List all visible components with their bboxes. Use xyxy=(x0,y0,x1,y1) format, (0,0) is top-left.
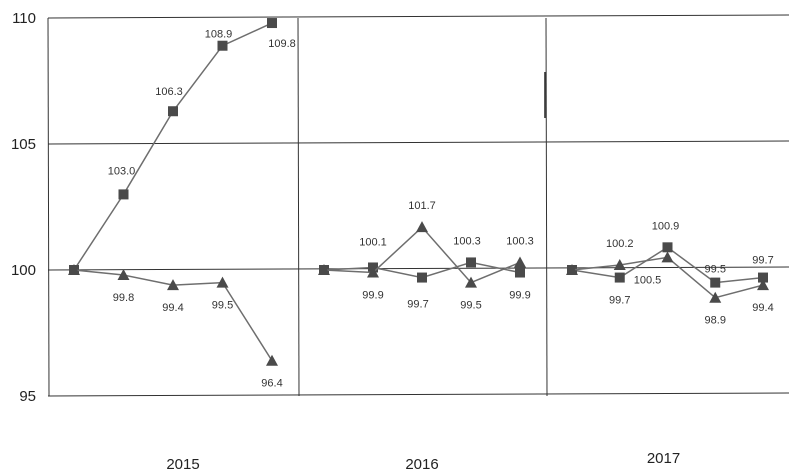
data-label: 103.0 xyxy=(108,165,136,177)
triangle-marker xyxy=(266,354,278,366)
x-panel-label: 2016 xyxy=(405,456,438,473)
panel-divider xyxy=(47,17,50,397)
data-label: 99.7 xyxy=(752,255,773,267)
triangle-marker xyxy=(416,221,428,233)
data-label: 99.4 xyxy=(752,302,773,314)
triangle-marker xyxy=(117,269,130,281)
data-label: 100.9 xyxy=(652,220,680,232)
triangle-marker xyxy=(613,258,626,270)
data-label: 96.4 xyxy=(261,378,282,390)
square-marker xyxy=(118,189,129,200)
triangle-marker xyxy=(465,276,477,288)
gridline-y xyxy=(47,140,789,145)
data-label: 100.1 xyxy=(359,236,387,248)
y-tick-label: 95 xyxy=(19,388,36,405)
square-marker xyxy=(614,272,625,283)
x-panel-label: 2017 xyxy=(647,450,680,467)
data-label: 99.9 xyxy=(362,290,383,302)
data-label: 99.7 xyxy=(609,295,630,307)
square-marker xyxy=(710,277,721,288)
square-marker xyxy=(267,18,277,29)
square-marker xyxy=(168,106,178,117)
square-marker xyxy=(662,242,673,253)
y-tick-label: 110 xyxy=(12,10,36,27)
panel-divider xyxy=(545,17,548,397)
data-label: 109.8 xyxy=(268,38,296,50)
y-tick-label: 100 xyxy=(11,262,36,279)
data-label: 99.4 xyxy=(162,302,183,314)
gridline-y xyxy=(47,392,789,397)
triangle-marker xyxy=(318,264,330,275)
triangle-marker xyxy=(367,266,379,278)
data-label: 100.3 xyxy=(453,235,481,247)
triangle-marker xyxy=(68,264,80,275)
panel-divider xyxy=(297,17,300,397)
square-marker xyxy=(417,272,427,283)
gridline-y xyxy=(47,266,789,271)
data-label: 99.7 xyxy=(407,299,428,311)
triangle-marker xyxy=(216,276,229,288)
data-label: 99.5 xyxy=(705,264,726,276)
data-label: 100.3 xyxy=(506,235,534,247)
triangle-marker xyxy=(566,264,578,275)
x-panel-label: 2015 xyxy=(166,456,199,473)
data-label: 99.9 xyxy=(509,290,530,302)
data-label: 100.5 xyxy=(634,274,662,286)
data-label: 106.3 xyxy=(155,86,183,98)
square-marker xyxy=(515,267,525,278)
triangle-marker xyxy=(661,251,674,263)
data-label: 101.7 xyxy=(408,200,436,212)
data-label: 99.5 xyxy=(460,300,481,312)
data-label: 99.8 xyxy=(113,292,134,304)
triangle-marker xyxy=(514,256,526,268)
square-marker xyxy=(758,272,768,283)
triangle-marker xyxy=(167,279,179,291)
square-marker xyxy=(466,257,476,268)
gridline-y xyxy=(47,14,789,19)
series-line xyxy=(73,22,273,271)
triangle-marker xyxy=(757,279,769,291)
data-label: 108.9 xyxy=(205,29,233,41)
data-label: 100.2 xyxy=(606,238,634,250)
y-tick-label: 105 xyxy=(11,136,36,153)
data-label: 98.9 xyxy=(705,315,726,327)
data-label: 99.5 xyxy=(212,300,233,312)
square-marker xyxy=(217,40,228,51)
series-line xyxy=(571,256,764,299)
triangle-marker xyxy=(709,291,722,303)
